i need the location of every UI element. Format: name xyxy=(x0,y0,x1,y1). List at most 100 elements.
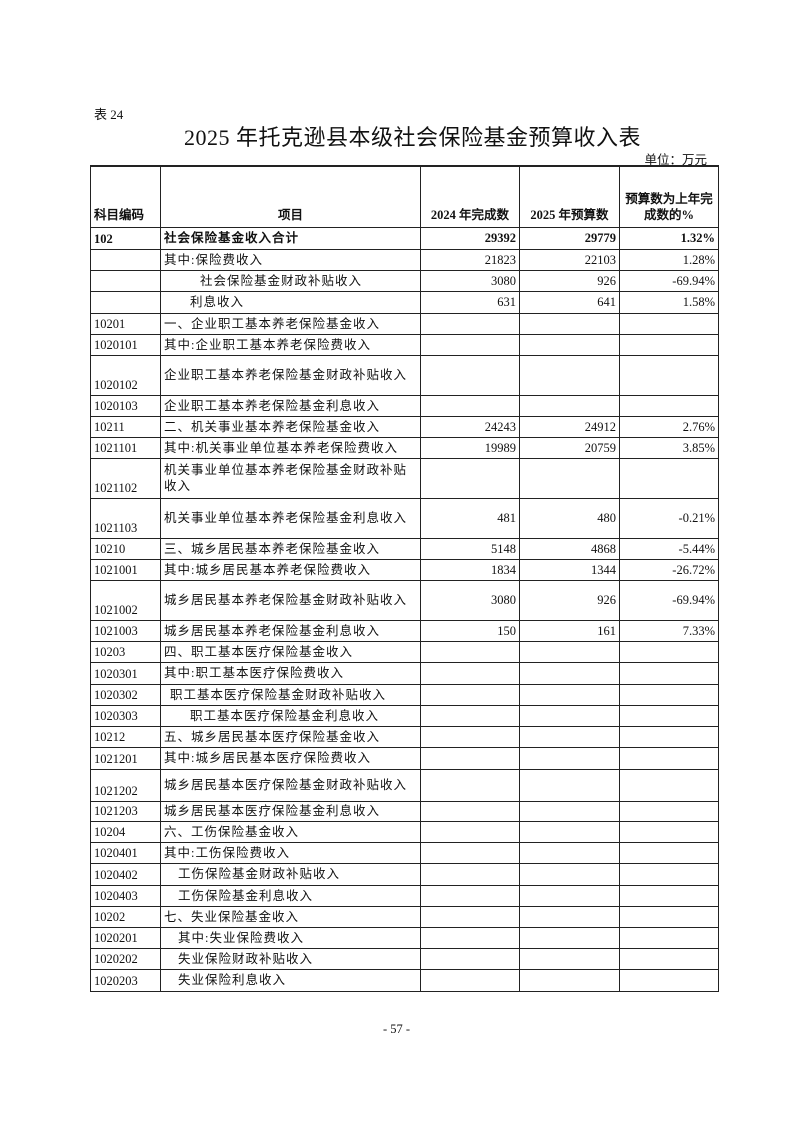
value-2025-cell: 22103 xyxy=(519,248,620,271)
value-2024-cell xyxy=(420,926,520,949)
table-row: 1020401 其中:工伤保险费收入 xyxy=(90,841,719,864)
item-cell: 社会保险基金收入合计 xyxy=(160,226,421,250)
value-2024-cell: 150 xyxy=(420,619,520,642)
pct-cell: -69.94% xyxy=(619,269,719,292)
code-cell: 1020203 xyxy=(90,968,161,992)
value-2025-cell: 480 xyxy=(519,497,620,539)
item-cell: 职工基本医疗保险基金利息收入 xyxy=(160,704,421,727)
code-cell xyxy=(90,290,161,314)
value-2025-cell xyxy=(519,394,620,417)
table-row: 10201 一、企业职工基本养老保险基金收入 xyxy=(90,312,719,335)
item-cell: 五、城乡居民基本医疗保险基金收入 xyxy=(160,725,421,748)
code-cell: 1020402 xyxy=(90,862,161,886)
table-number: 表 24 xyxy=(94,107,124,122)
value-2025-cell: 926 xyxy=(519,579,620,621)
code-cell: 1020102 xyxy=(90,354,161,396)
item-cell: 城乡居民基本养老保险基金财政补贴收入 xyxy=(160,579,421,621)
pct-cell xyxy=(619,312,719,335)
value-2025-cell: 161 xyxy=(519,619,620,642)
value-2024-cell xyxy=(420,704,520,727)
item-cell: 其中:城乡居民基本养老保险费收入 xyxy=(160,558,421,581)
table-row: 1020302 职工基本医疗保险基金财政补贴收入 xyxy=(90,683,719,706)
pct-cell: -5.44% xyxy=(619,537,719,560)
value-2025-cell xyxy=(519,968,620,992)
value-2025-cell xyxy=(519,800,620,822)
item-cell: 一、企业职工基本养老保险基金收入 xyxy=(160,312,421,335)
item-cell: 工伤保险基金利息收入 xyxy=(160,884,421,907)
table-row: 10202 七、失业保险基金收入 xyxy=(90,905,719,928)
value-2024-cell xyxy=(420,640,520,663)
value-2025-cell xyxy=(519,640,620,663)
item-cell: 社会保险基金财政补贴收入 xyxy=(160,269,421,292)
value-2024-cell xyxy=(420,800,520,822)
table-row: 1020403 工伤保险基金利息收入 xyxy=(90,884,719,907)
pct-cell: 3.85% xyxy=(619,436,719,459)
value-2024-cell: 24243 xyxy=(420,415,520,438)
code-cell: 10203 xyxy=(90,640,161,663)
table-row: 10204 六、工伤保险基金收入 xyxy=(90,820,719,843)
code-cell: 1021003 xyxy=(90,619,161,642)
value-2024-cell xyxy=(420,312,520,335)
item-cell: 其中:机关事业单位基本养老保险费收入 xyxy=(160,436,421,459)
value-2024-cell xyxy=(420,746,520,770)
value-2024-cell xyxy=(420,884,520,907)
table-row: 1021002 城乡居民基本养老保险基金财政补贴收入 3080 926 -69.94% xyxy=(90,579,719,621)
value-2024-cell: 3080 xyxy=(420,579,520,621)
table-row: 1021101 其中:机关事业单位基本养老保险费收入 19989 20759 3.85% xyxy=(90,436,719,459)
pct-cell xyxy=(619,683,719,706)
value-2024-cell xyxy=(420,862,520,886)
item-cell: 职工基本医疗保险基金财政补贴收入 xyxy=(160,683,421,706)
pct-cell xyxy=(619,968,719,992)
pct-cell: 2.76% xyxy=(619,415,719,438)
value-2024-cell: 29392 xyxy=(420,226,520,250)
item-cell: 企业职工基本养老保险基金财政补贴收入 xyxy=(160,354,421,396)
code-cell: 1020302 xyxy=(90,683,161,706)
item-cell: 其中:保险费收入 xyxy=(160,248,421,271)
value-2025-cell xyxy=(519,862,620,886)
code-cell: 10212 xyxy=(90,725,161,748)
item-cell: 二、机关事业基本养老保险基金收入 xyxy=(160,415,421,438)
item-cell: 六、工伤保险基金收入 xyxy=(160,820,421,843)
value-2024-cell: 631 xyxy=(420,290,520,314)
item-cell: 失业保险利息收入 xyxy=(160,968,421,992)
header-2025: 2025 年预算数 xyxy=(519,165,620,228)
table-row: 1020102 企业职工基本养老保险基金财政补贴收入 xyxy=(90,354,719,396)
pct-cell xyxy=(619,905,719,928)
code-cell: 1020202 xyxy=(90,947,161,970)
table-row: 1020101 其中:企业职工基本养老保险费收入 xyxy=(90,333,719,356)
pct-cell: 7.33% xyxy=(619,619,719,642)
value-2025-cell xyxy=(519,312,620,335)
value-2025-cell xyxy=(519,746,620,770)
value-2025-cell xyxy=(519,947,620,970)
value-2024-cell: 19989 xyxy=(420,436,520,459)
value-2024-cell xyxy=(420,947,520,970)
item-cell: 七、失业保险基金收入 xyxy=(160,905,421,928)
table-row: 1021003 城乡居民基本养老保险基金利息收入 150 161 7.33% xyxy=(90,619,719,642)
pct-cell xyxy=(619,640,719,663)
table-row: 1020201 其中:失业保险费收入 xyxy=(90,926,719,949)
value-2024-cell xyxy=(420,841,520,864)
table-row: 10203 四、职工基本医疗保险基金收入 xyxy=(90,640,719,663)
pct-cell xyxy=(619,862,719,886)
value-2025-cell xyxy=(519,841,620,864)
item-cell: 其中:工伤保险费收入 xyxy=(160,841,421,864)
code-cell: 1020201 xyxy=(90,926,161,949)
table-row: 1020203 失业保险利息收入 xyxy=(90,968,719,992)
pct-cell xyxy=(619,661,719,685)
pct-cell: -26.72% xyxy=(619,558,719,581)
value-2025-cell xyxy=(519,725,620,748)
code-cell: 1020101 xyxy=(90,333,161,356)
header-2024: 2024 年完成数 xyxy=(420,165,520,228)
pct-cell: 1.32% xyxy=(619,226,719,250)
value-2024-cell: 3080 xyxy=(420,269,520,292)
value-2024-cell xyxy=(420,820,520,843)
value-2024-cell: 5148 xyxy=(420,537,520,560)
value-2024-cell xyxy=(420,394,520,417)
code-cell xyxy=(90,248,161,271)
code-cell: 1021201 xyxy=(90,746,161,770)
pct-cell: -69.94% xyxy=(619,579,719,621)
code-cell: 1021002 xyxy=(90,579,161,621)
page-number: - 57 - xyxy=(382,1022,411,1036)
code-cell: 1020103 xyxy=(90,394,161,417)
value-2025-cell xyxy=(519,661,620,685)
